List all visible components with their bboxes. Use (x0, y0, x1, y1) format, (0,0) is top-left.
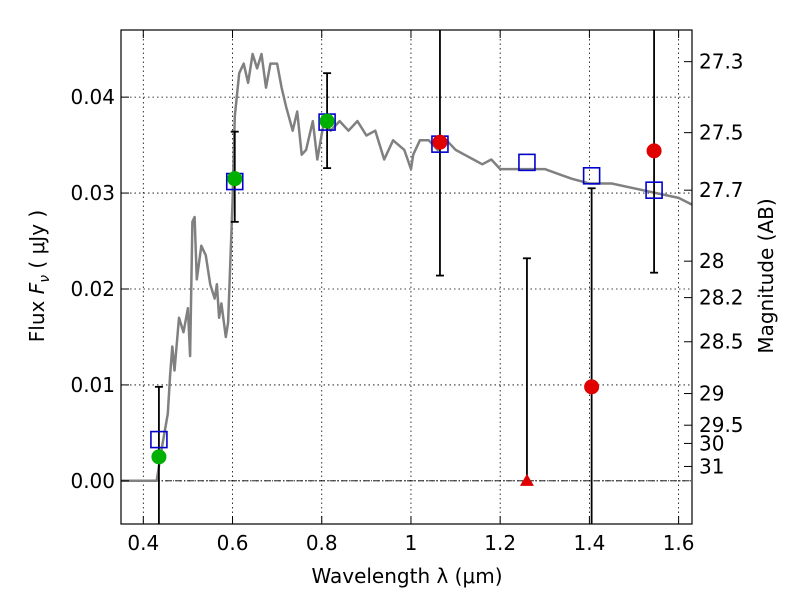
x-tick-label: 1.4 (573, 531, 605, 555)
y-tick-label: 0.02 (70, 277, 115, 301)
right-tick-label: 29 (699, 382, 724, 406)
x-tick-label: 1.2 (484, 531, 516, 555)
x-ticks: 0.4 0.6 0.8 1 1.2 1.4 1.6 (127, 30, 695, 555)
right-tick-label: 28.5 (699, 330, 744, 354)
upper-limit-marker (519, 473, 534, 486)
x-tick-label: 0.4 (127, 531, 159, 555)
marker-layer (150, 113, 663, 486)
low-significance-marker (646, 143, 662, 159)
right-tick-label: 31 (699, 454, 724, 478)
grid-layer (121, 30, 692, 524)
y-axis-label: Flux Fν ( μJy ) (25, 210, 53, 342)
x-tick-label: 0.8 (306, 531, 338, 555)
y-axis-label-suffix: ( μJy ) (25, 210, 49, 275)
detection-marker (319, 113, 335, 129)
right-tick-label: 27.5 (699, 121, 744, 145)
y-axis-label-subscript: ν (37, 275, 53, 283)
y-ticks: 0.00 0.01 0.02 0.03 0.04 (70, 85, 129, 493)
model-square-marker (518, 153, 536, 172)
x-axis-label: Wavelength λ (μm) (311, 564, 502, 588)
x-tick-label: 1 (405, 531, 418, 555)
plot-frame (120, 29, 693, 525)
model-square-marker (150, 430, 168, 449)
y-tick-label: 0.03 (70, 181, 115, 205)
detection-marker (227, 171, 243, 187)
low-significance-marker (432, 134, 448, 150)
sed-line-layer (121, 52, 693, 483)
right-tick-label: 28.2 (699, 286, 744, 310)
model-square-marker (645, 181, 663, 199)
right-tick-label: 30 (699, 431, 724, 455)
right-tick-label: 27.3 (699, 50, 744, 74)
right-tick-label: 28 (699, 249, 724, 273)
detection-marker (151, 449, 167, 465)
right-axis-label: Magnitude (AB) (754, 198, 778, 353)
x-tick-label: 0.6 (217, 531, 249, 555)
y-axis-label-flux-symbol: F (25, 282, 49, 294)
low-significance-marker (584, 379, 600, 395)
y-tick-label: 0.04 (70, 85, 115, 109)
right-tick-label: 27.7 (699, 178, 744, 202)
sed-template-line (121, 52, 693, 483)
right-tick-label: 29.5 (699, 413, 744, 437)
y-axis-label-prefix: Flux (25, 294, 49, 342)
model-square-marker (582, 167, 601, 185)
y-tick-label: 0.01 (70, 373, 115, 397)
y-tick-label: 0.00 (70, 469, 115, 493)
x-tick-label: 1.6 (663, 531, 695, 555)
